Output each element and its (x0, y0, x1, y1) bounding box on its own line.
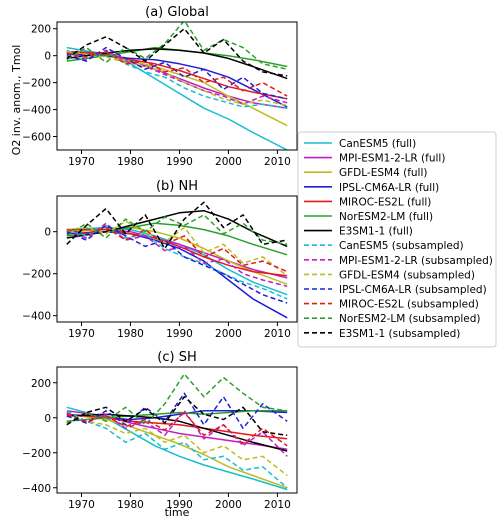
x-tick-label: 1980 (117, 156, 144, 168)
x-tick-label: 1990 (166, 499, 193, 511)
legend-label: MPI-ESM1-2-LR (subsampled) (339, 255, 493, 267)
legend-items: CanESM5 (full) MPI-ESM1-2-LR (full) GFDL-E… (304, 138, 493, 340)
y-tick-label: −400 (22, 311, 51, 323)
legend-frame (297, 131, 497, 348)
y-tick-label: −600 (22, 132, 51, 144)
legend-item: IPSL-CM6A-LR (subsampled) (304, 284, 487, 296)
legend-label: GFDL-ESM4 (subsampled) (339, 269, 475, 281)
x-tick-label: 2000 (215, 156, 242, 168)
series-line (66, 49, 288, 109)
series-line (66, 373, 288, 426)
series-line (66, 392, 288, 430)
x-tick-label: 1970 (68, 328, 95, 340)
legend-item: MPI-ESM1-2-LR (full) (304, 153, 445, 165)
series-line (66, 224, 288, 300)
series-line (66, 410, 288, 457)
legend-label: E3SM1-1 (subsampled) (339, 328, 460, 340)
y-axis-label: O2 inv. anom., Tmol (10, 45, 23, 156)
legend: CanESM5 (full) MPI-ESM1-2-LR (full) GFDL-E… (297, 131, 497, 348)
series-lines (66, 22, 288, 150)
y-tick-label: 200 (31, 24, 51, 36)
series-lines (66, 201, 288, 319)
panel-2: (b) NH 1970 1980 1990 2000 2010 0 −200 −400 (22, 179, 298, 340)
x-axis-label: time (165, 506, 190, 519)
series-line (66, 226, 288, 273)
series-line (66, 27, 288, 77)
x-tick-label: 1970 (68, 499, 95, 511)
x-tick-label: 2010 (264, 499, 291, 511)
legend-label: MIROC-ES2L (full) (339, 196, 431, 208)
y-tick-label: −400 (22, 105, 51, 117)
y-tick-label: −400 (22, 483, 51, 495)
legend-item: IPSL-CM6A-LR (full) (304, 182, 439, 194)
legend-label: NorESM2-LM (full) (339, 211, 433, 223)
x-tick-label: 2000 (215, 499, 242, 511)
series-line (66, 410, 288, 423)
y-tick-label: 200 (31, 378, 51, 390)
legend-item: NorESM2-LM (subsampled) (304, 313, 481, 325)
y-tick-label: 0 (44, 413, 51, 425)
x-tick-label: 2010 (264, 328, 291, 340)
x-tick-label: 1990 (166, 156, 193, 168)
x-tick-label: 1980 (117, 328, 144, 340)
series-line (66, 413, 288, 477)
legend-item: NorESM2-LM (full) (304, 211, 433, 223)
series-line (66, 413, 288, 452)
series-line (66, 396, 288, 437)
series-line (66, 224, 288, 304)
series-line (66, 50, 288, 97)
legend-item: MIROC-ES2L (full) (304, 196, 431, 208)
legend-label: MIROC-ES2L (subsampled) (339, 299, 479, 311)
series-line (66, 410, 288, 489)
legend-item: GFDL-ESM4 (full) (304, 167, 427, 179)
legend-label: NorESM2-LM (subsampled) (339, 313, 481, 325)
legend-item: MPI-ESM1-2-LR (subsampled) (304, 255, 493, 267)
legend-item: MIROC-ES2L (subsampled) (304, 299, 479, 311)
series-line (66, 201, 288, 250)
x-tick-label: 1990 (166, 328, 193, 340)
x-tick-label: 2000 (215, 328, 242, 340)
x-tick-label: 1980 (117, 499, 144, 511)
series-line (66, 220, 288, 277)
y-tick-label: 0 (44, 227, 51, 239)
legend-label: IPSL-CM6A-LR (subsampled) (339, 284, 487, 296)
legend-item: CanESM5 (full) (304, 138, 416, 150)
series-line (66, 226, 288, 285)
plot-frame (56, 21, 298, 151)
y-tick-label: −200 (22, 269, 51, 281)
plot-frame (56, 366, 298, 494)
panel-title: (c) SH (157, 350, 196, 365)
legend-label: CanESM5 (subsampled) (339, 240, 464, 252)
legend-item: CanESM5 (subsampled) (304, 240, 464, 252)
legend-label: CanESM5 (full) (339, 138, 416, 150)
legend-item: GFDL-ESM4 (subsampled) (304, 269, 475, 281)
panel-title: (b) NH (156, 179, 198, 194)
series-line (66, 214, 288, 246)
legend-label: GFDL-ESM4 (full) (339, 167, 427, 179)
series-line (66, 413, 288, 440)
series-line (66, 228, 288, 277)
series-line (66, 411, 288, 447)
legend-item: E3SM1-1 (full) (304, 226, 413, 238)
legend-item: E3SM1-1 (subsampled) (304, 328, 460, 340)
series-lines (66, 373, 288, 491)
y-tick-label: 0 (44, 51, 51, 63)
legend-label: MPI-ESM1-2-LR (full) (339, 153, 445, 165)
series-line (66, 50, 288, 107)
legend-label: IPSL-CM6A-LR (full) (339, 182, 439, 194)
panel-title: (a) Global (145, 5, 209, 20)
series-line (66, 22, 288, 70)
y-tick-label: −200 (22, 448, 51, 460)
legend-label: E3SM1-1 (full) (339, 226, 413, 238)
series-line (66, 48, 288, 80)
x-tick-label: 1970 (68, 156, 95, 168)
plot-frame (56, 195, 298, 323)
x-tick-label: 2010 (264, 156, 291, 168)
y-tick-label: −200 (22, 78, 51, 90)
series-line (66, 222, 288, 288)
